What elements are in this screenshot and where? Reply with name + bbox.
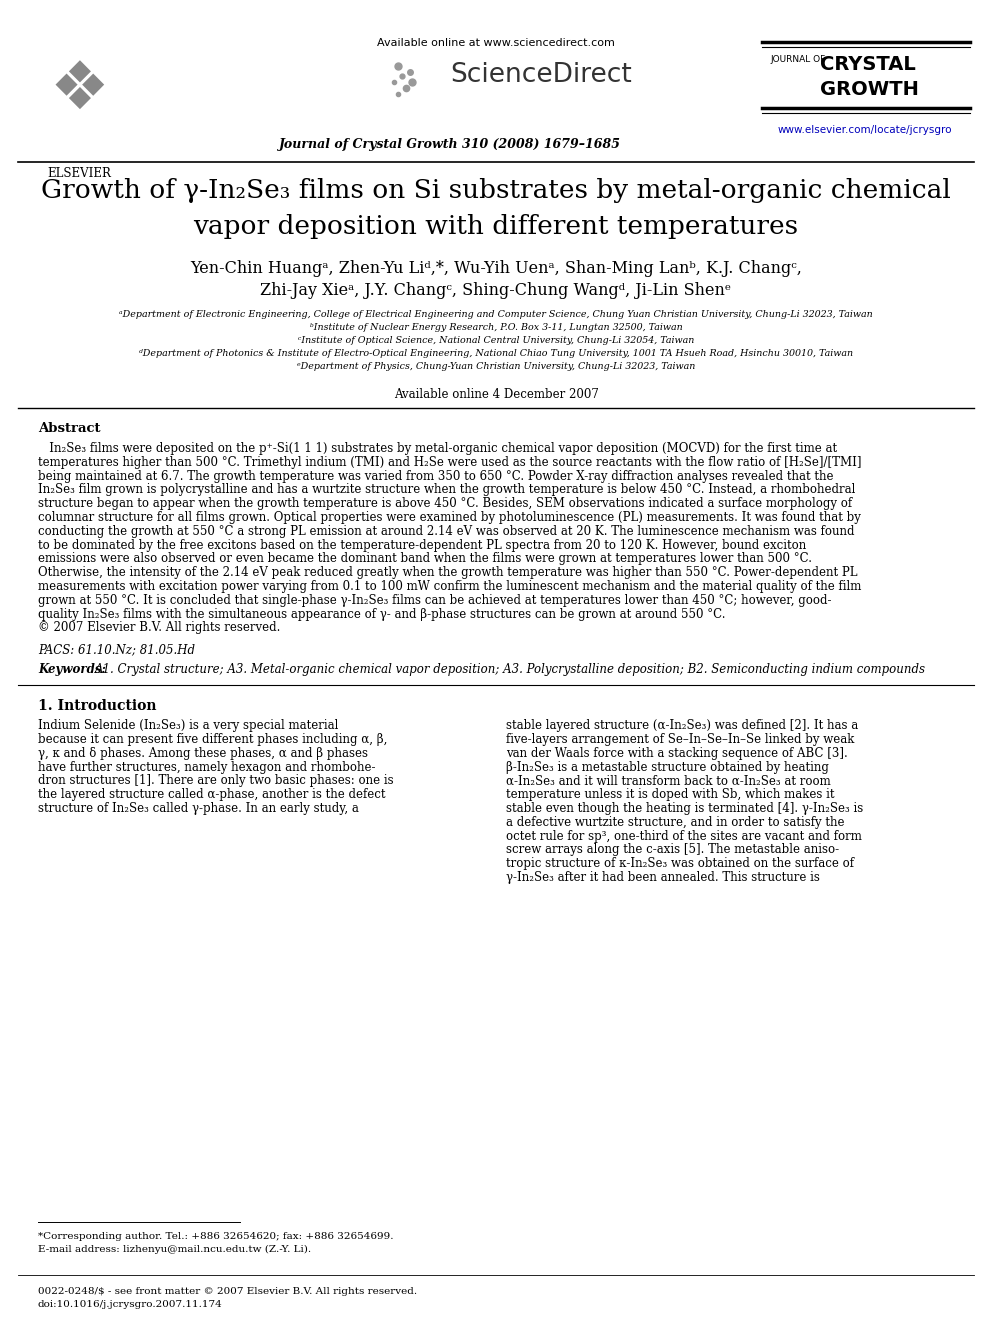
Text: the layered structure called α-phase, another is the defect: the layered structure called α-phase, an… [38,789,386,802]
Bar [18,25,140,155]
Text: ᵈDepartment of Photonics & Institute of Electro-Optical Engineering, National Ch: ᵈDepartment of Photonics & Institute of … [139,349,853,359]
Text: screw arrays along the c-axis [5]. The metastable aniso-: screw arrays along the c-axis [5]. The m… [506,843,839,856]
Text: Indium Selenide (In₂Se₃) is a very special material: Indium Selenide (In₂Se₃) is a very speci… [38,720,338,732]
Text: β-In₂Se₃ is a metastable structure obtained by heating: β-In₂Se₃ is a metastable structure obtai… [506,761,829,774]
Text: conducting the growth at 550 °C a strong PL emission at around 2.14 eV was obser: conducting the growth at 550 °C a strong… [38,525,854,538]
Text: 0022-0248/$ - see front matter © 2007 Elsevier B.V. All rights reserved.: 0022-0248/$ - see front matter © 2007 El… [38,1287,417,1297]
Text: ELSEVIER: ELSEVIER [47,167,111,180]
Text: © 2007 Elsevier B.V. All rights reserved.: © 2007 Elsevier B.V. All rights reserved… [38,622,281,635]
Text: measurements with excitation power varying from 0.1 to 100 mW confirm the lumine: measurements with excitation power varyi… [38,579,861,593]
Text: In₂Se₃ films were deposited on the p⁺-Si(1 1 1) substrates by metal-organic chem: In₂Se₃ films were deposited on the p⁺-Si… [38,442,837,455]
Text: JOURNAL OF: JOURNAL OF [770,56,825,64]
Text: temperatures higher than 500 °C. Trimethyl indium (TMI) and H₂Se were used as th: temperatures higher than 500 °C. Trimeth… [38,456,861,468]
Text: ❖: ❖ [50,57,109,123]
Text: emissions were also observed or even became the dominant band when the films wer: emissions were also observed or even bec… [38,553,812,565]
Text: γ-In₂Se₃ after it had been annealed. This structure is: γ-In₂Se₃ after it had been annealed. Thi… [506,871,819,884]
Text: A1. Crystal structure; A3. Metal-organic chemical vapor deposition; A3. Polycrys: A1. Crystal structure; A3. Metal-organic… [95,663,926,676]
Text: γ, κ and δ phases. Among these phases, α and β phases: γ, κ and δ phases. Among these phases, α… [38,746,368,759]
Text: five-layers arrangement of Se–In–Se–In–Se linked by weak: five-layers arrangement of Se–In–Se–In–S… [506,733,854,746]
Text: Available online at www.sciencedirect.com: Available online at www.sciencedirect.co… [377,38,615,48]
Text: PACS: 61.10.Nz; 81.05.Hd: PACS: 61.10.Nz; 81.05.Hd [38,643,195,656]
Text: structure began to appear when the growth temperature is above 450 °C. Besides, : structure began to appear when the growt… [38,497,852,511]
Text: Available online 4 December 2007: Available online 4 December 2007 [394,388,598,401]
Text: vapor deposition with different temperatures: vapor deposition with different temperat… [193,214,799,239]
Text: ScienceDirect: ScienceDirect [450,62,632,89]
Text: Zhi-Jay Xieᵃ, J.Y. Changᶜ, Shing-Chung Wangᵈ, Ji-Lin Shenᵉ: Zhi-Jay Xieᵃ, J.Y. Changᶜ, Shing-Chung W… [261,282,731,299]
Text: a defective wurtzite structure, and in order to satisfy the: a defective wurtzite structure, and in o… [506,816,844,828]
Text: tropic structure of κ-In₂Se₃ was obtained on the surface of: tropic structure of κ-In₂Se₃ was obtaine… [506,857,854,871]
Text: E-mail address: lizhenyu@mail.ncu.edu.tw (Z.-Y. Li).: E-mail address: lizhenyu@mail.ncu.edu.tw… [38,1245,311,1254]
Text: ᵃDepartment of Electronic Engineering, College of Electrical Engineering and Com: ᵃDepartment of Electronic Engineering, C… [119,310,873,319]
Text: quality In₂Se₃ films with the simultaneous appearance of γ- and β-phase structur: quality In₂Se₃ films with the simultaneo… [38,607,725,620]
Text: ᵉDepartment of Physics, Chung-Yuan Christian University, Chung-Li 32023, Taiwan: ᵉDepartment of Physics, Chung-Yuan Chris… [297,363,695,370]
Text: www.elsevier.com/locate/jcrysgro: www.elsevier.com/locate/jcrysgro [778,124,952,135]
Text: α-In₂Se₃ and it will transform back to α-In₂Se₃ at room: α-In₂Se₃ and it will transform back to α… [506,774,830,787]
Text: Yen-Chin Huangᵃ, Zhen-Yu Liᵈ,*, Wu-Yih Uenᵃ, Shan-Ming Lanᵇ, K.J. Changᶜ,: Yen-Chin Huangᵃ, Zhen-Yu Liᵈ,*, Wu-Yih U… [190,261,802,277]
Text: octet rule for sp³, one-third of the sites are vacant and form: octet rule for sp³, one-third of the sit… [506,830,862,843]
Text: being maintained at 6.7. The growth temperature was varied from 350 to 650 °C. P: being maintained at 6.7. The growth temp… [38,470,833,483]
Text: have further structures, namely hexagon and rhombohe-: have further structures, namely hexagon … [38,761,376,774]
Text: *Corresponding author. Tel.: +886 32654620; fax: +886 32654699.: *Corresponding author. Tel.: +886 326546… [38,1232,394,1241]
Text: GROWTH: GROWTH [820,79,919,99]
Text: columnar structure for all films grown. Optical properties were examined by phot: columnar structure for all films grown. … [38,511,861,524]
Text: In₂Se₃ film grown is polycrystalline and has a wurtzite structure when the growt: In₂Se₃ film grown is polycrystalline and… [38,483,855,496]
Text: CRYSTAL: CRYSTAL [820,56,916,74]
Text: structure of In₂Se₃ called γ-phase. In an early study, a: structure of In₂Se₃ called γ-phase. In a… [38,802,359,815]
Text: Otherwise, the intensity of the 2.14 eV peak reduced greatly when the growth tem: Otherwise, the intensity of the 2.14 eV … [38,566,857,579]
Text: stable layered structure (α-In₂Se₃) was defined [2]. It has a: stable layered structure (α-In₂Se₃) was … [506,720,858,732]
Text: stable even though the heating is terminated [4]. γ-In₂Se₃ is: stable even though the heating is termin… [506,802,863,815]
Text: doi:10.1016/j.jcrysgro.2007.11.174: doi:10.1016/j.jcrysgro.2007.11.174 [38,1301,223,1308]
Text: Growth of γ-In₂Se₃ films on Si substrates by metal-organic chemical: Growth of γ-In₂Se₃ films on Si substrate… [41,179,951,202]
Text: dron structures [1]. There are only two basic phases: one is: dron structures [1]. There are only two … [38,774,394,787]
Text: to be dominated by the free excitons based on the temperature-dependent PL spect: to be dominated by the free excitons bas… [38,538,806,552]
Text: Journal of Crystal Growth 310 (2008) 1679–1685: Journal of Crystal Growth 310 (2008) 167… [279,138,621,151]
Text: Keywords:: Keywords: [38,663,110,676]
Text: because it can present five different phases including α, β,: because it can present five different ph… [38,733,387,746]
Text: ᵇInstitute of Nuclear Energy Research, P.O. Box 3-11, Lungtan 32500, Taiwan: ᵇInstitute of Nuclear Energy Research, P… [310,323,682,332]
Text: van der Waals force with a stacking sequence of ABC [3].: van der Waals force with a stacking sequ… [506,746,848,759]
Text: grown at 550 °C. It is concluded that single-phase γ-In₂Se₃ films can be achieve: grown at 550 °C. It is concluded that si… [38,594,831,607]
Text: ᶜInstitute of Optical Science, National Central University, Chung-Li 32054, Taiw: ᶜInstitute of Optical Science, National … [298,336,694,345]
Text: Abstract: Abstract [38,422,100,435]
Text: temperature unless it is doped with Sb, which makes it: temperature unless it is doped with Sb, … [506,789,834,802]
Text: 1. Introduction: 1. Introduction [38,699,157,713]
